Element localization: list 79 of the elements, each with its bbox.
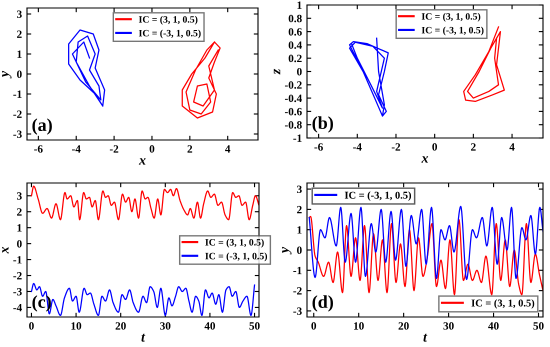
x-tick-label: -4: [72, 145, 81, 153]
x-tick-label: 4: [225, 145, 230, 153]
y-tick-label: 0.8: [288, 14, 302, 22]
y-tick-label: 2: [17, 30, 22, 38]
y-tick-label: -0.2: [284, 81, 302, 89]
y-tick-label: -0.4: [284, 94, 302, 102]
y-tick-label: -3: [13, 130, 22, 138]
y-tick-label: -2: [13, 272, 22, 280]
y-tick-label: -1: [293, 266, 302, 274]
x-tick-label: 2: [471, 143, 476, 151]
legend-label: IC = (-3, 1, 0.5): [205, 252, 268, 262]
x-axis-title: x: [138, 158, 146, 165]
x-tick-label: 0: [432, 143, 438, 151]
y-axis-title: x: [2, 246, 9, 254]
y-tick-label: 0: [17, 240, 22, 248]
y-tick-label: -1: [293, 134, 302, 142]
y-tick-label: -3: [293, 307, 302, 315]
y-tick-label: 3: [17, 10, 22, 18]
legend-label: IC = (3, 1, 0.5): [138, 16, 198, 25]
legend-label: IC = (-3, 1, 0.5): [344, 191, 412, 201]
x-tick-label: 20: [116, 322, 126, 330]
y-tick-label: -4: [13, 304, 22, 312]
x-tick-label: 40: [488, 322, 499, 330]
y-tick-label: -1: [13, 90, 22, 98]
x-tick-label: -2: [110, 145, 118, 153]
y-tick-label: -0.8: [284, 121, 302, 129]
x-tick-label: 0: [311, 322, 316, 330]
y-tick-label: 0: [297, 68, 302, 76]
annotation: (a): [32, 118, 52, 135]
x-tick-label: -6: [314, 143, 323, 151]
line-series: [182, 41, 221, 119]
x-tick-label: 10: [71, 322, 82, 330]
y-tick-label: 0.6: [288, 28, 302, 36]
x-tick-label: -2: [392, 143, 400, 151]
y-tick-label: 1: [17, 224, 22, 232]
y-tick-label: 1: [297, 2, 302, 9]
x-axis-title: t: [423, 334, 428, 342]
x-tick-label: 0: [150, 145, 154, 153]
y-tick-label: -2: [293, 287, 302, 294]
x-tick-label: 20: [398, 322, 409, 330]
x-tick-label: 40: [204, 322, 216, 330]
x-axis-title: t: [141, 334, 146, 342]
y-tick-label: 0: [297, 246, 302, 254]
line-series: [68, 29, 106, 107]
y-tick-label: 0.2: [288, 54, 302, 62]
x-axis-title: x: [421, 156, 428, 163]
y-tick-label: 0: [17, 70, 22, 78]
legend-label: IC = (3, 1, 0.5): [422, 12, 480, 22]
x-tick-label: 30: [443, 322, 454, 330]
legend-label: IC = (3, 1, 0.5): [205, 238, 264, 248]
x-tick-label: -6: [34, 145, 43, 153]
x-tick-label: -4: [353, 143, 362, 151]
annotation: (d): [312, 295, 333, 312]
y-tick-label: 1: [17, 50, 22, 58]
y-tick-label: -2: [13, 110, 22, 118]
legend-label: IC = (3, 1, 0.5): [472, 299, 534, 309]
y-tick-label: 1: [297, 226, 302, 234]
x-tick-label: 50: [533, 322, 544, 330]
y-axis-title: y: [2, 70, 12, 78]
annotation: (b): [312, 116, 333, 133]
y-tick-label: -0.6: [284, 108, 302, 116]
y-axis-title: z: [274, 68, 280, 75]
y-axis-title: y: [282, 246, 292, 254]
x-tick-label: 2: [188, 145, 192, 153]
legend-label: IC = (-3, 1, 0.5): [422, 26, 484, 36]
y-tick-label: 2: [297, 206, 302, 214]
x-tick-label: 50: [249, 322, 260, 330]
y-tick-label: 2: [17, 208, 22, 216]
line-series: [348, 38, 389, 117]
y-tick-label: 0.4: [288, 41, 302, 49]
y-tick-label: 3: [297, 186, 302, 194]
x-tick-label: 0: [29, 322, 34, 330]
y-tick-label: -1: [13, 256, 22, 264]
y-tick-label: -3: [13, 288, 22, 296]
x-tick-label: 30: [160, 322, 170, 330]
y-tick-label: 3: [17, 192, 22, 200]
legend-label: IC = (-3, 1, 0.5): [138, 30, 201, 38]
x-tick-label: 10: [354, 322, 364, 330]
x-tick-label: 4: [509, 143, 515, 151]
